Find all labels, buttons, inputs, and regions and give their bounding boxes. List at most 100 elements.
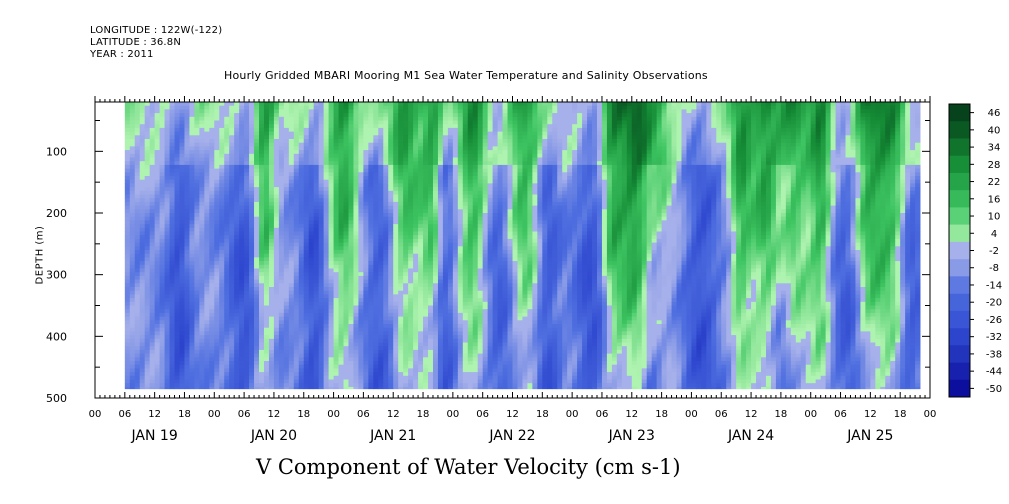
heatmap-cell: [388, 168, 394, 173]
heatmap-cell: [418, 298, 424, 303]
heatmap-cell: [403, 142, 409, 147]
heatmap-cell: [263, 253, 270, 258]
heatmap-cell: [199, 338, 205, 343]
heatmap-cell: [244, 316, 250, 321]
heatmap-cell: [169, 164, 175, 169]
heatmap-cell: [423, 312, 429, 317]
heatmap-cell: [273, 342, 280, 347]
heatmap-cell: [224, 361, 230, 366]
heatmap-cell: [383, 272, 389, 277]
heatmap-cell: [154, 209, 161, 214]
heatmap-cell: [373, 324, 379, 329]
heatmap-cell: [219, 342, 225, 347]
heatmap-cell: [154, 161, 161, 166]
heatmap-cell: [358, 238, 364, 243]
heatmap-cell: [318, 275, 325, 280]
heatmap-cell: [318, 250, 325, 255]
heatmap-cell: [363, 187, 369, 192]
heatmap-cell: [423, 290, 429, 295]
heatmap-cell: [323, 305, 329, 310]
heatmap-cell: [278, 227, 285, 232]
heatmap-cell: [249, 372, 255, 377]
heatmap-cell: [194, 338, 200, 343]
heatmap-cell: [229, 253, 235, 258]
heatmap-cell: [298, 150, 305, 155]
heatmap-cell: [273, 246, 280, 251]
heatmap-cell: [308, 109, 315, 114]
heatmap-cell: [288, 176, 295, 181]
heatmap-cell: [388, 386, 394, 390]
heatmap-cell: [184, 135, 190, 140]
heatmap-cell: [144, 349, 151, 354]
heatmap-cell: [348, 264, 354, 269]
heatmap-cell: [204, 342, 210, 347]
heatmap-cell: [432, 261, 439, 266]
heatmap-cell: [254, 335, 260, 340]
heatmap-cell: [263, 312, 270, 317]
heatmap-cell: [204, 153, 210, 158]
heatmap-cell: [383, 294, 389, 299]
heatmap-cell: [214, 209, 220, 214]
heatmap-cell: [154, 216, 161, 221]
heatmap-cell: [313, 331, 320, 336]
heatmap-cell: [428, 246, 434, 251]
heatmap-cell: [298, 349, 305, 354]
heatmap-cell: [249, 135, 255, 140]
heatmap-cell: [328, 213, 334, 218]
heatmap-cell: [413, 213, 419, 218]
heatmap-cell: [378, 205, 384, 210]
heatmap-cell: [134, 309, 141, 314]
heatmap-cell: [393, 290, 399, 295]
heatmap-cell: [263, 168, 270, 173]
heatmap-cell: [298, 216, 305, 221]
heatmap-cell: [154, 327, 161, 332]
heatmap-cell: [358, 383, 364, 388]
heatmap-cell: [229, 235, 235, 240]
heatmap-cell: [219, 287, 225, 292]
heatmap-cell: [353, 161, 359, 166]
heatmap-cell: [432, 324, 439, 329]
heatmap-cell: [393, 298, 399, 303]
heatmap-cell: [413, 131, 419, 136]
heatmap-cell: [338, 257, 344, 262]
heatmap-cell: [283, 113, 290, 118]
heatmap-cell: [288, 116, 295, 121]
heatmap-cell: [209, 135, 215, 140]
heatmap-cell: [353, 127, 359, 132]
heatmap-cell: [308, 353, 315, 358]
heatmap-cell: [139, 139, 146, 144]
heatmap-cell: [174, 298, 180, 303]
heatmap-cell: [353, 331, 359, 336]
heatmap-cell: [403, 268, 409, 273]
heatmap-cell: [144, 261, 151, 266]
heatmap-cell: [413, 224, 419, 229]
heatmap-cell: [283, 116, 290, 121]
heatmap-cell: [154, 346, 161, 351]
heatmap-cell: [363, 220, 369, 225]
heatmap-cell: [134, 357, 141, 362]
heatmap-cell: [418, 124, 424, 129]
heatmap-cell: [254, 301, 260, 306]
heatmap-cell: [259, 194, 265, 199]
heatmap-cell: [199, 109, 205, 114]
heatmap-cell: [428, 198, 434, 203]
heatmap-cell: [129, 187, 136, 192]
heatmap-cell: [338, 102, 344, 107]
heatmap-cell: [378, 316, 384, 321]
heatmap-cell: [378, 257, 384, 262]
heatmap-cell: [199, 142, 205, 147]
heatmap-cell: [179, 105, 185, 110]
heatmap-cell: [333, 105, 339, 110]
heatmap-cell: [254, 368, 260, 373]
heatmap-cell: [174, 164, 180, 169]
heatmap-cell: [254, 168, 260, 173]
heatmap-cell: [159, 290, 165, 295]
heatmap-cell: [383, 187, 389, 192]
heatmap-cell: [383, 257, 389, 262]
heatmap-cell: [209, 153, 215, 158]
heatmap-cell: [343, 205, 349, 210]
heatmap-cell: [388, 324, 394, 329]
heatmap-cell: [268, 205, 275, 210]
heatmap-cell: [209, 349, 215, 354]
heatmap-cell: [418, 187, 424, 192]
